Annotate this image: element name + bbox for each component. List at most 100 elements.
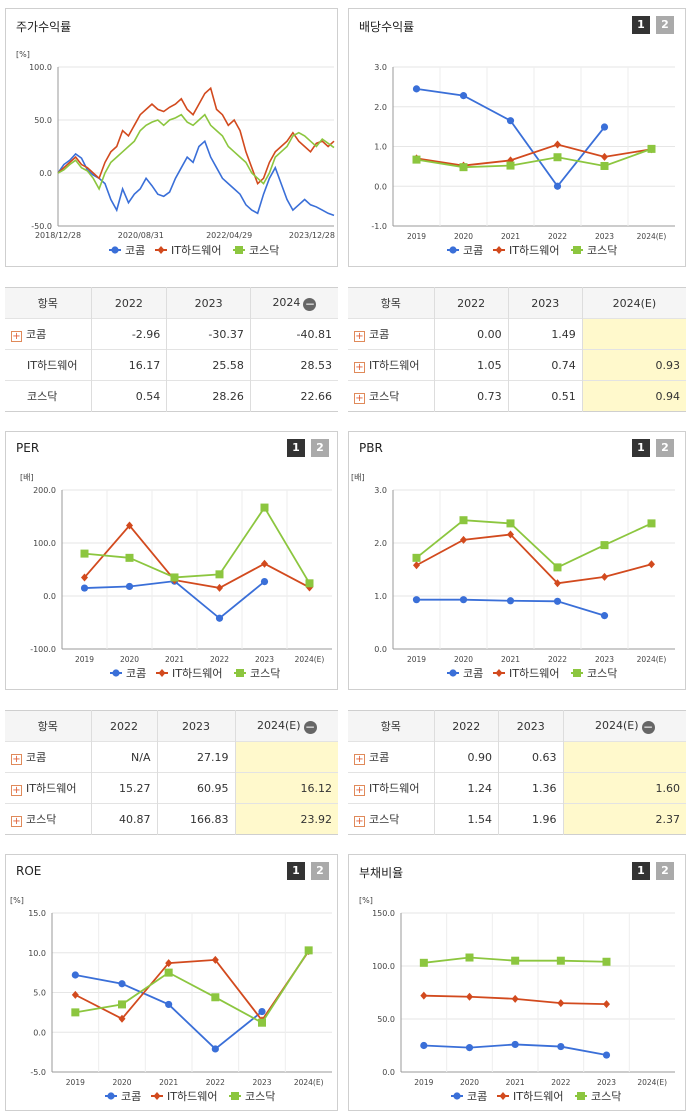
- data-point: [260, 577, 269, 586]
- debt-ratio-chart: [%] 150.0 100.0 50.0 0.0 2019 2020 2021 2022 2023…: [359, 896, 675, 1103]
- x-tick-label: 2020: [460, 1078, 479, 1087]
- data-point: [553, 153, 562, 162]
- y-tick-label: 0.0: [374, 182, 387, 191]
- table-cell: 1.96: [498, 803, 564, 835]
- series-line: [416, 143, 652, 167]
- data-point: [71, 971, 79, 979]
- table-cell: 0.94: [581, 380, 686, 412]
- table-cell: 40.87: [90, 803, 158, 835]
- expand-icon[interactable]: +: [11, 816, 22, 827]
- toggle-2-button[interactable]: 2: [656, 439, 674, 457]
- data-point: [211, 1045, 219, 1053]
- toggle-1-button[interactable]: 1: [287, 862, 305, 880]
- toggle-1-button[interactable]: 1: [287, 439, 305, 457]
- data-point: [258, 1018, 266, 1027]
- expand-icon[interactable]: +: [354, 816, 365, 827]
- data-point: [557, 1042, 565, 1051]
- column-header: 2024−: [249, 287, 338, 319]
- y-tick-label: 2.0: [374, 103, 387, 112]
- table-cell: 1.24: [433, 772, 499, 804]
- series-line: [84, 505, 311, 584]
- legend-entry: 코콤: [121, 1090, 141, 1103]
- collapse-icon[interactable]: −: [303, 719, 317, 734]
- x-tick-label: 2022: [548, 655, 567, 664]
- legend-entry: 코스닥: [587, 244, 617, 257]
- table-row: 코스닥 0.54 28.26 22.66: [5, 380, 338, 412]
- series-line: [57, 113, 335, 191]
- x-tick-label: 2023: [255, 655, 274, 664]
- table-cell: 166.83: [156, 803, 236, 835]
- data-point: [459, 163, 468, 172]
- data-point: [170, 573, 179, 582]
- y-tick-label: 10.0: [28, 949, 46, 958]
- table-cell: 22.66: [249, 380, 338, 412]
- collapse-icon[interactable]: −: [641, 719, 655, 734]
- expand-icon[interactable]: +: [354, 362, 365, 373]
- toggle-1-button[interactable]: 1: [632, 862, 650, 880]
- row-label[interactable]: + IT하드웨어: [348, 349, 434, 381]
- toggle-2-button[interactable]: 2: [656, 862, 674, 880]
- y-tick-label: 0.0: [374, 645, 387, 654]
- expand-icon[interactable]: +: [354, 393, 365, 404]
- data-point: [465, 1044, 474, 1052]
- toggle-1-button[interactable]: 1: [632, 439, 650, 457]
- row-label[interactable]: + 코스닥: [348, 803, 434, 835]
- table-cell: 16.12: [234, 772, 338, 804]
- data-point: [601, 152, 608, 161]
- table-row: + 코스닥 1.54 1.96 2.37: [348, 803, 686, 835]
- table-cell: 16.17: [90, 349, 167, 381]
- y-tick-label: 100.0: [29, 63, 52, 72]
- expand-icon[interactable]: +: [11, 785, 22, 796]
- x-tick-label: 2024(E): [295, 655, 325, 664]
- toggle-2-button[interactable]: 2: [656, 16, 674, 34]
- table-cell: 1.54: [433, 803, 499, 835]
- toggle-2-button[interactable]: 2: [311, 439, 329, 457]
- row-label[interactable]: + 코콤: [5, 318, 91, 350]
- row-label[interactable]: + IT하드웨어: [5, 772, 91, 804]
- column-header: 2023: [498, 710, 564, 742]
- data-point: [602, 957, 611, 966]
- series-line: [57, 86, 335, 185]
- y-tick-label: 50.0: [34, 116, 52, 125]
- table-cell: 0.93: [581, 349, 686, 381]
- row-label[interactable]: + IT하드웨어: [348, 772, 434, 804]
- data-point: [215, 570, 224, 579]
- toggle-2-button[interactable]: 2: [311, 862, 329, 880]
- expand-icon[interactable]: +: [354, 331, 365, 342]
- column-header: 2022: [90, 287, 167, 319]
- data-point: [118, 1000, 126, 1009]
- x-tick-label: 2021: [501, 232, 520, 241]
- expand-icon[interactable]: +: [11, 754, 22, 765]
- unit-label: [%]: [16, 50, 30, 59]
- table-cell: -30.37: [166, 318, 251, 350]
- debt-ratio-panel: 부채비율 1 2 [%] 150.0 100.0 50.0 0.0 2019 2020 202…: [348, 854, 686, 1111]
- unit-label: [배]: [20, 473, 34, 482]
- toggle-1-button[interactable]: 1: [632, 16, 650, 34]
- expand-icon[interactable]: +: [354, 754, 365, 765]
- expand-icon[interactable]: +: [11, 331, 22, 342]
- x-tick-label: 2019: [414, 1078, 433, 1087]
- data-point: [80, 584, 89, 592]
- expand-icon[interactable]: +: [354, 785, 365, 796]
- data-point: [305, 579, 314, 588]
- table-row: + 코스닥 40.87 166.83 23.92: [5, 803, 338, 835]
- table-cell: 0.74: [507, 349, 583, 381]
- row-label[interactable]: + 코콤: [5, 741, 91, 773]
- data-point: [511, 994, 519, 1003]
- legend-entry: 코스닥: [249, 244, 279, 257]
- row-label[interactable]: + 코콤: [348, 741, 434, 773]
- data-point: [420, 1041, 428, 1050]
- x-tick-label: 2020: [454, 655, 473, 664]
- y-tick-label: 100.0: [33, 539, 56, 548]
- pbr-table: 항목 2022 2023 2024(E) − + 코콤 0.90 0.63 + IT하드웨어 1.24…: [348, 710, 686, 835]
- row-label[interactable]: + 코스닥: [348, 380, 434, 412]
- row-label[interactable]: + 코스닥: [5, 803, 91, 835]
- x-tick-label: 2023: [595, 655, 614, 664]
- collapse-icon[interactable]: −: [303, 296, 317, 311]
- row-label[interactable]: + 코콤: [348, 318, 434, 350]
- data-point: [412, 553, 421, 562]
- data-point: [511, 956, 520, 965]
- series-line: [416, 533, 652, 585]
- data-point: [506, 597, 515, 605]
- x-tick-label: 2019: [407, 232, 426, 241]
